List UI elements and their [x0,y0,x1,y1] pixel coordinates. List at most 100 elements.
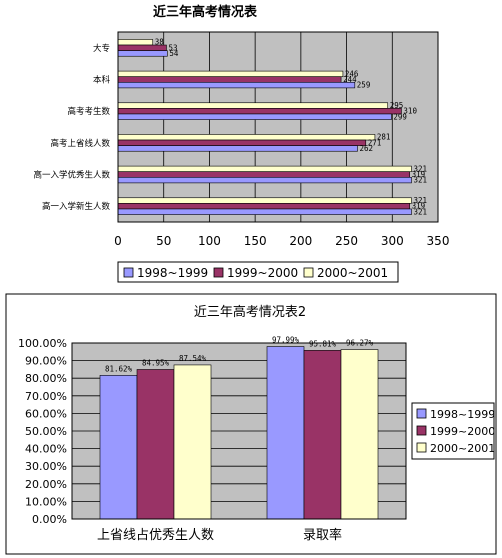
chart-1-legend: 1998~1999 1999~2000 2000~2001 [117,261,399,283]
chart-1-bar [117,171,410,178]
chart-1-bar [117,139,367,146]
chart-1-bar [117,76,342,83]
chart-2-y-tick-label: 50.00% [25,425,67,438]
chart-1-data-label: 319 [412,202,426,211]
chart-2-data-label: 81.62% [105,364,133,373]
chart-1-category-label: 高考考生数 [67,106,110,117]
chart-1-bar [117,177,412,184]
chart-1-x-tick-label: 350 [427,234,450,248]
chart-2-category-label: 录取率 [303,527,342,543]
chart-1-category-label: 高考上省线人数 [50,138,110,149]
chart-1-bar [117,82,356,89]
chart-1-data-label: 319 [412,170,426,179]
chart-1-category-label: 高一入学新生人数 [42,201,111,212]
chart-1-bars [117,39,412,215]
chart-1-category-label: 大专 [93,43,110,54]
chart-1-bar [117,102,389,109]
chart-1-data-label: 321 [413,196,427,205]
chart-2-legend: 1998~1999 1999~2000 2000~2001 [411,402,495,460]
chart-1-data-label: 321 [413,164,427,173]
chart-2-bar [173,364,212,520]
chart-1-data-label: 281 [377,133,391,142]
legend-1-swatch-2000 [303,267,314,278]
chart-1-data-labels: 3853542462442592953102992812712623213193… [155,38,427,217]
chart-1-gridlines [163,32,393,222]
chart-2-y-tick-label: 20.00% [25,478,67,491]
chart-2-bar [136,369,175,520]
chart-2-y-tick-label: 10.00% [25,495,67,508]
chart-2-y-tick-label: 90.00% [25,355,67,368]
chart-2-data-label: 84.95% [142,358,170,367]
legend-2-label-1998: 1998~1999 [430,408,495,421]
chart-1-plot-area [118,32,438,222]
chart-1-bar [117,134,376,141]
chart-1-data-label: 259 [357,81,371,90]
chart-1-data-label: 271 [368,138,382,147]
chart-1-data-label: 246 [345,69,359,78]
chart-2: 近三年高考情况表2 81.62% 84.95% 87.54% 97.99% 95.81%… [5,293,497,555]
chart-1-data-label: 321 [413,207,427,216]
chart-1-x-tick-label: 0 [114,234,122,248]
chart-1-bar [117,50,168,57]
chart-1-data-label: 295 [390,101,404,110]
chart-1-bar [117,208,412,215]
chart-1-bar [117,145,358,152]
chart-2-bar [303,350,342,520]
chart-2-y-tick-label: 60.00% [25,407,67,420]
chart-2-category-label: 上省线占优秀生人数 [97,528,214,543]
chart-2-bar [340,349,379,520]
chart-2-plot-border [71,342,407,520]
legend-1-swatch-1999 [213,267,224,278]
chart-1-bar [117,70,344,77]
legend-2-label-1999: 1999~2000 [430,425,495,438]
legend-2-swatch-1998 [416,408,427,419]
legend-1-label-2000: 2000~2001 [317,266,388,280]
chart-1-title: 近三年高考情况表 [153,4,258,20]
chart-2-y-tick-label: 40.00% [25,443,67,456]
chart-1-x-tick-label: 300 [381,234,404,248]
chart-2-y-tick-label: 70.00% [25,390,67,403]
chart-1-data-label: 244 [343,75,357,84]
chart-1-x-tick-label: 150 [244,234,267,248]
legend-1-label-1999: 1999~2000 [227,266,298,280]
chart-2-data-label: 95.81% [309,339,337,348]
chart-1-plot-border [117,31,439,223]
chart-1-bar [117,203,410,210]
legend-1-label-1998: 1998~1999 [137,266,208,280]
chart-1-bar [117,197,412,204]
legend-1-swatch-1998 [123,267,134,278]
legend-2-label-2000: 2000~2001 [430,442,495,455]
chart-2-y-tick-label: 30.00% [25,460,67,473]
chart-2-y-tick-label: 80.00% [25,372,67,385]
chart-1-data-label: 53 [168,43,177,52]
chart-2-bars [99,346,379,520]
chart-1-data-label: 38 [155,38,165,47]
chart-1-legend-box [117,261,399,283]
chart-2-data-label: 87.54% [179,354,207,363]
chart-1-bar [117,108,402,115]
chart-1-category-label: 高一入学优秀生人数 [33,170,110,181]
chart-1-data-label: 310 [403,107,417,116]
chart-1-data-label: 262 [360,144,374,153]
chart-1-data-label: 321 [413,176,427,185]
chart-1-x-tick-label: 200 [289,234,312,248]
chart-2-y-tick-labels: 0.00% 10.00% 20.00% 30.00% 40.00% 50.00% 60.00… [18,337,67,526]
chart-2-title: 近三年高考情况表2 [194,304,306,320]
chart-2-bar [266,346,305,520]
chart-2-y-tick-label: 100.00% [18,337,67,350]
chart-1-x-tick-labels: 0 50 100 150 200 250 300 350 [114,234,449,248]
chart-1: 近三年高考情况表 3853542462442592953102992812712… [33,4,449,283]
legend-2-swatch-1999 [416,425,427,436]
chart-1-bar [117,39,154,46]
chart-1-x-tick-label: 50 [156,234,171,248]
chart-1-category-label: 本科 [93,75,111,86]
chart-2-y-tick-label: 0.00% [32,513,67,526]
chart-2-data-label: 97.99% [272,336,300,345]
chart-1-data-label: 299 [393,112,407,121]
chart-2-bar [99,375,138,520]
chart-1-x-tick-label: 100 [198,234,221,248]
chart-1-x-tick-label: 250 [335,234,358,248]
chart-2-category-labels: 上省线占优秀生人数 录取率 [97,527,342,543]
